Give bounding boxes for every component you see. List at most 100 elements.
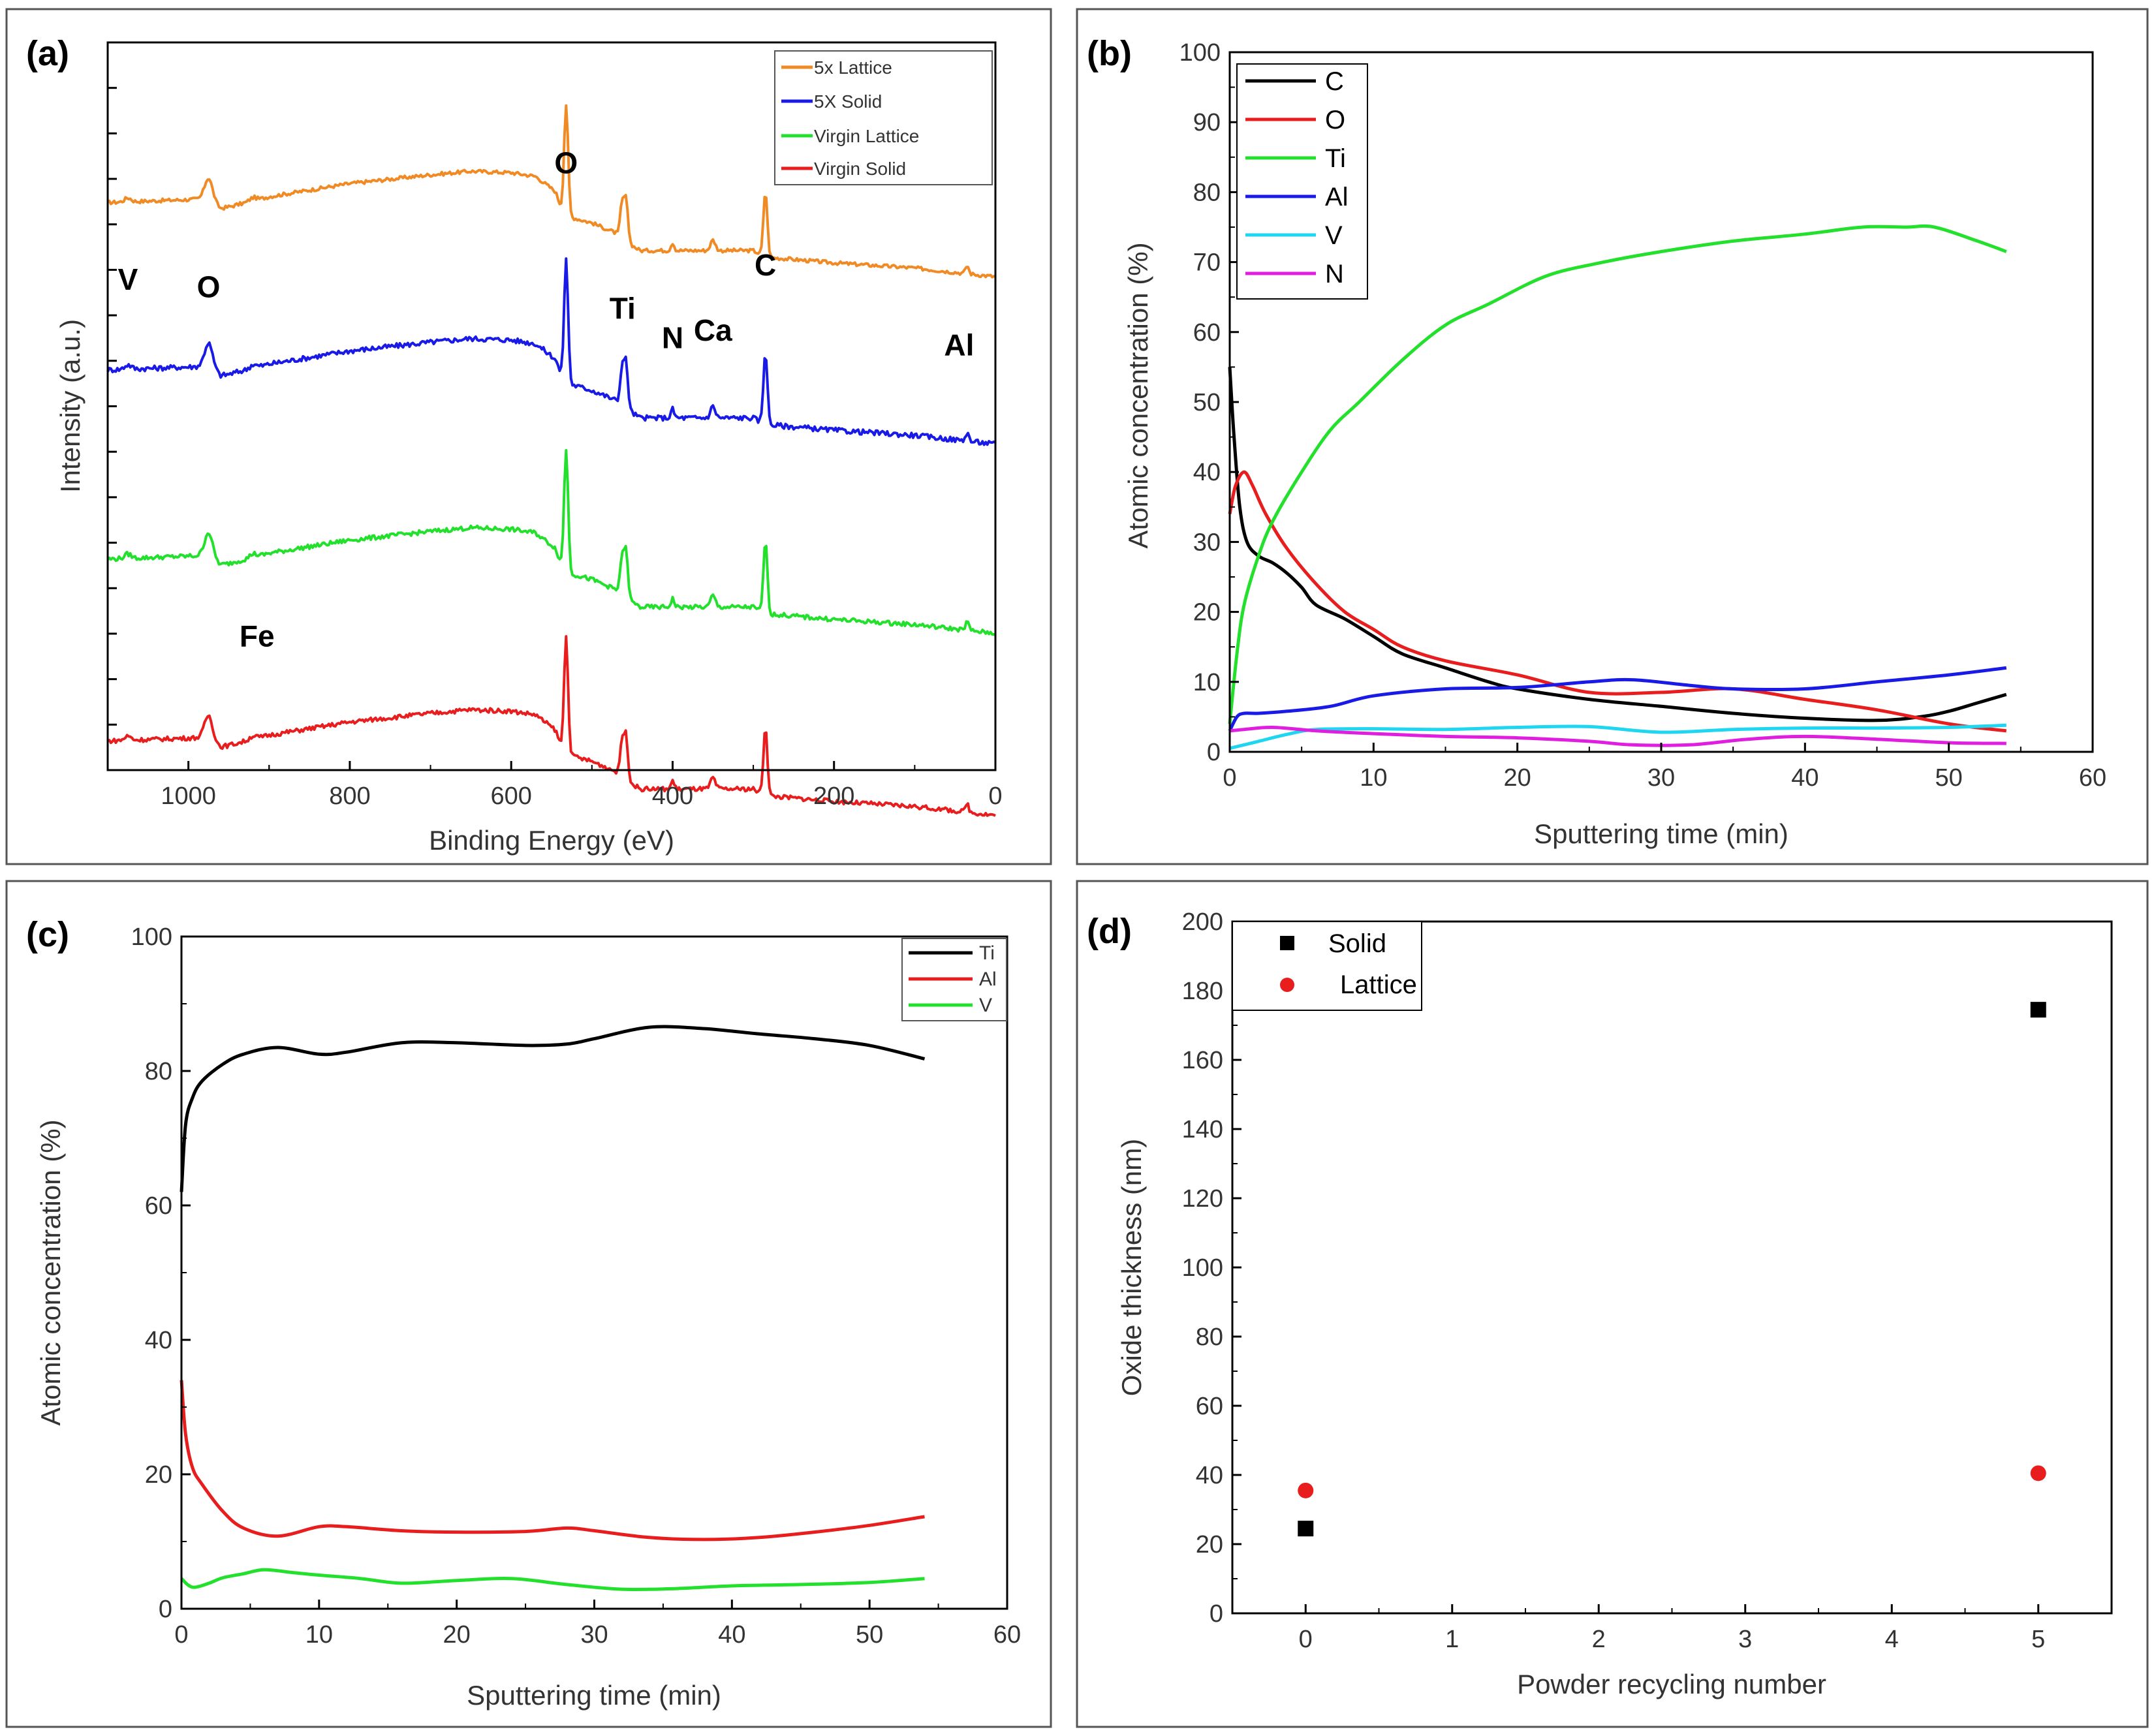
peak-label-fe: Fe <box>240 619 275 653</box>
y-tick-label-100: 100 <box>1182 1254 1223 1282</box>
series-virgin-solid-line <box>107 635 996 817</box>
point-solid-0 <box>1298 1521 1314 1537</box>
panel-label-a: (a) <box>26 34 69 73</box>
x-tick-label-0: 0 <box>1223 764 1236 792</box>
chart-a-ylabel: Intensity (a.u.) <box>55 319 86 493</box>
y-tick-label-0: 0 <box>1207 739 1221 766</box>
series-al-line <box>1228 666 2007 732</box>
x-tick-label-40: 40 <box>1791 764 1818 792</box>
x-tick-label-10: 10 <box>1360 764 1387 792</box>
y-tick-label-180: 180 <box>1182 978 1223 1005</box>
legend-virgin-solid: Virgin Solid <box>814 159 906 179</box>
chart-c-lines <box>180 1025 926 1592</box>
peak-label-o: O <box>554 146 578 180</box>
panel-label-c: (c) <box>26 915 69 954</box>
series-5x-lattice-line <box>107 104 996 279</box>
x-tick-label-40: 40 <box>718 1621 745 1649</box>
peak-label-c: C <box>755 248 776 282</box>
legend-ti: Ti <box>1325 144 1346 173</box>
series-n-line <box>1229 725 2006 747</box>
y-tick-label-40: 40 <box>1193 459 1221 486</box>
x-tick-label-400: 400 <box>652 783 693 810</box>
chart-d-ylabel: Oxide thickness (nm) <box>1116 1139 1147 1396</box>
y-tick-label-0: 0 <box>159 1596 172 1623</box>
chart-c-legend: Ti Al V <box>901 938 1007 1021</box>
x-tick-label-60: 60 <box>2079 764 2106 792</box>
legend-o: O <box>1325 106 1345 134</box>
legend-v: V <box>1325 221 1343 250</box>
peak-label-o: O <box>197 270 221 303</box>
legend-ti: Ti <box>979 942 995 964</box>
legend-5x-lattice: 5x Lattice <box>814 57 892 78</box>
panel-frame-c <box>5 880 1052 1728</box>
x-tick-label-1: 1 <box>1445 1626 1459 1653</box>
x-tick-label-60: 60 <box>993 1621 1021 1649</box>
chart-b-xlabel: Sputtering time (min) <box>1534 818 1788 849</box>
chart-c-ticks: 0 10 20 30 40 50 60 0 20 40 60 80 100 <box>131 923 1022 1649</box>
y-tick-label-60: 60 <box>1193 319 1221 347</box>
legend-marker-lattice <box>1280 978 1294 992</box>
x-tick-label-30: 30 <box>580 1621 608 1649</box>
x-tick-label-800: 800 <box>329 783 370 810</box>
legend-n: N <box>1325 260 1344 288</box>
panel-frame-d <box>1076 880 2149 1728</box>
y-tick-label-60: 60 <box>1196 1393 1223 1420</box>
series-al-line <box>180 1380 925 1542</box>
panel-label-d: (d) <box>1087 912 1132 951</box>
chart-c: 0 10 20 30 40 50 60 0 20 40 60 80 100 Sputtering tim… <box>35 923 1021 1711</box>
series-ti-line <box>180 1025 926 1192</box>
y-tick-label-10: 10 <box>1193 669 1221 696</box>
legend-5x-solid: 5X Solid <box>814 91 882 112</box>
series-c-line <box>1228 367 2007 722</box>
legend-marker-solid <box>1280 936 1294 950</box>
y-tick-label-60: 60 <box>145 1192 172 1220</box>
x-tick-label-2: 2 <box>1592 1626 1606 1653</box>
legend-al: Al <box>1325 183 1349 211</box>
chart-d-legend-box <box>1232 921 1422 1011</box>
peak-label-ti: Ti <box>610 292 636 326</box>
x-tick-label-50: 50 <box>1935 764 1963 792</box>
x-tick-label-30: 30 <box>1647 764 1675 792</box>
x-tick-label-200: 200 <box>813 783 854 810</box>
legend-c: C <box>1325 67 1344 96</box>
x-tick-label-20: 20 <box>443 1621 471 1649</box>
x-tick-label-0: 0 <box>174 1621 188 1649</box>
legend-lattice: Lattice <box>1340 970 1417 999</box>
peak-label-n: N <box>662 320 683 354</box>
y-tick-label-100: 100 <box>1179 39 1221 67</box>
y-tick-label-20: 20 <box>145 1461 172 1489</box>
series-5x-solid-line <box>106 257 996 446</box>
panel-label-b: (b) <box>1087 34 1132 73</box>
panel-frame-a <box>5 8 1052 865</box>
x-tick-label-4: 4 <box>1885 1626 1899 1653</box>
y-tick-label-80: 80 <box>1196 1324 1223 1351</box>
series-o-line <box>1228 470 2007 733</box>
series-ti-line <box>1228 224 2007 724</box>
y-tick-label-20: 20 <box>1196 1531 1223 1558</box>
point-lattice-5 <box>2030 1465 2046 1481</box>
legend-al: Al <box>979 969 997 990</box>
chart-d: 0 1 2 3 4 5 0 20 40 60 80 100 120 140 160 180 200 Powder… <box>1116 908 2113 1699</box>
chart-c-xlabel: Sputtering time (min) <box>467 1680 721 1711</box>
x-tick-label-20: 20 <box>1504 764 1531 792</box>
chart-a-peak-labels: V O O Ti N Ca C Al Fe <box>118 146 975 653</box>
legend-v: V <box>979 995 992 1016</box>
chart-a-xlabel: Binding Energy (eV) <box>429 825 674 856</box>
y-tick-label-80: 80 <box>1193 179 1221 206</box>
x-tick-label-3: 3 <box>1738 1626 1752 1653</box>
legend-virgin-lattice: Virgin Lattice <box>814 126 919 146</box>
y-tick-label-200: 200 <box>1182 908 1223 936</box>
y-tick-label-30: 30 <box>1193 529 1221 556</box>
x-tick-label-50: 50 <box>856 1621 883 1649</box>
chart-a-ticks: 1000 800 600 400 200 0 <box>107 87 1003 810</box>
chart-d-xlabel: Powder recycling number <box>1517 1669 1826 1699</box>
x-tick-label-0: 0 <box>988 783 1002 810</box>
y-tick-label-90: 90 <box>1193 109 1221 136</box>
chart-b-ticks: 0 10 20 30 40 50 60 0 10 20 30 40 50 60 70 80 90 100 <box>1179 39 2107 792</box>
chart-b-legend-box <box>1236 63 1368 300</box>
chart-a-lines <box>106 104 996 817</box>
y-tick-label-20: 20 <box>1193 599 1221 627</box>
y-tick-label-0: 0 <box>1210 1600 1223 1628</box>
chart-b-legend: C O Ti Al V N <box>1236 63 1368 300</box>
